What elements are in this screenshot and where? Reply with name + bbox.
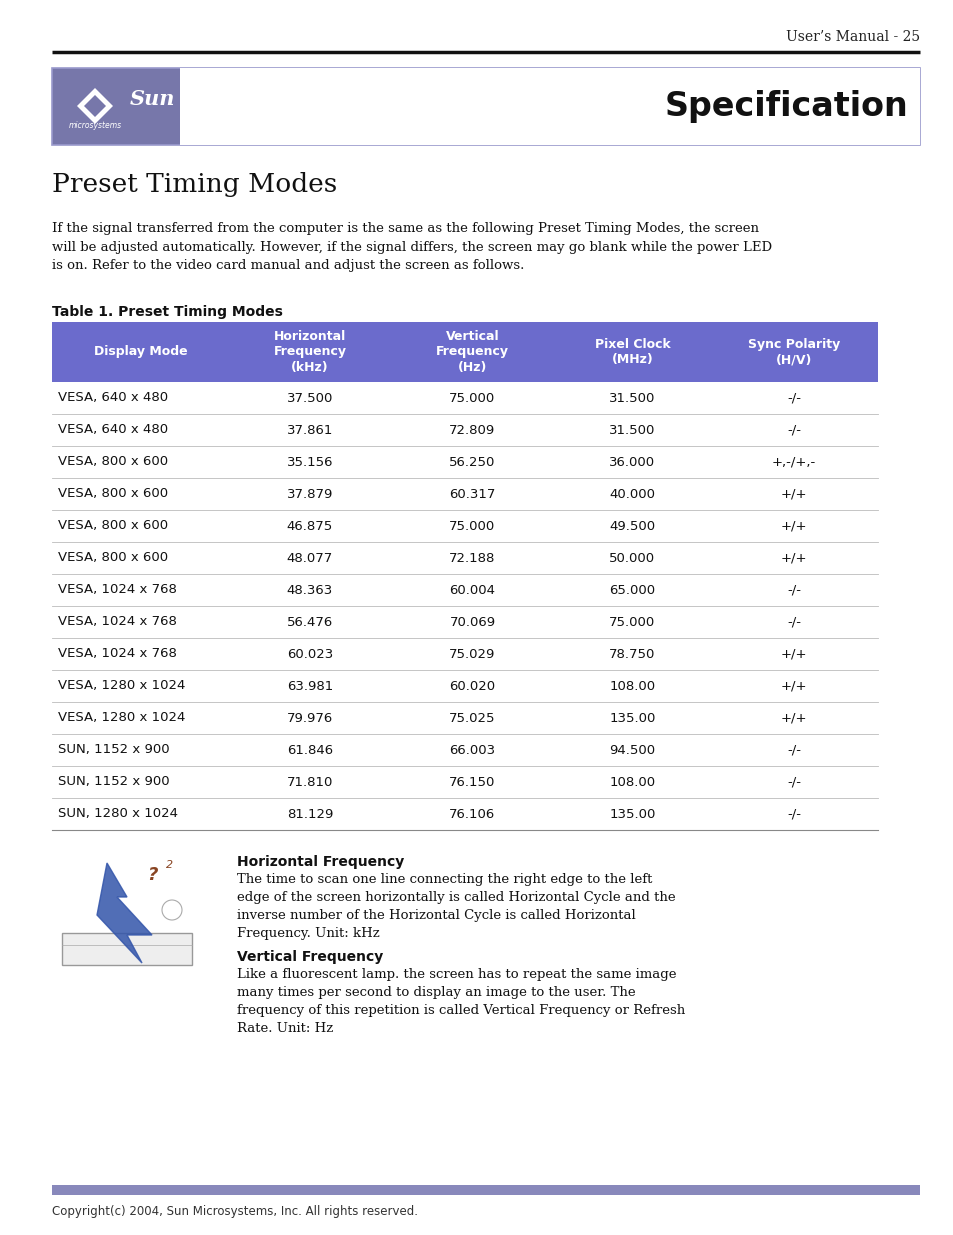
- Text: 72.188: 72.188: [449, 552, 496, 564]
- Text: 75.025: 75.025: [449, 711, 496, 725]
- Text: 60.023: 60.023: [287, 647, 333, 661]
- Text: Table 1. Preset Timing Modes: Table 1. Preset Timing Modes: [52, 305, 283, 319]
- Text: 135.00: 135.00: [609, 711, 655, 725]
- Bar: [52, 68, 180, 144]
- Text: SUN, 1152 x 900: SUN, 1152 x 900: [58, 776, 170, 788]
- Text: 79.976: 79.976: [287, 711, 333, 725]
- Text: Like a fluorescent lamp. the screen has to repeat the same image
many times per : Like a fluorescent lamp. the screen has …: [236, 968, 684, 1035]
- Text: VESA, 640 x 480: VESA, 640 x 480: [58, 391, 168, 405]
- Text: +/+: +/+: [780, 711, 806, 725]
- Text: 35.156: 35.156: [287, 456, 333, 468]
- Text: 81.129: 81.129: [287, 808, 333, 820]
- Text: 75.000: 75.000: [609, 615, 655, 629]
- Text: 61.846: 61.846: [287, 743, 333, 757]
- Text: -/-: -/-: [786, 615, 801, 629]
- Text: VESA, 800 x 600: VESA, 800 x 600: [58, 456, 168, 468]
- Text: -/-: -/-: [786, 743, 801, 757]
- Text: 108.00: 108.00: [609, 679, 655, 693]
- Text: +/+: +/+: [780, 488, 806, 500]
- Text: VESA, 1280 x 1024: VESA, 1280 x 1024: [58, 679, 185, 693]
- Text: +/+: +/+: [780, 647, 806, 661]
- Text: 36.000: 36.000: [609, 456, 655, 468]
- Text: 71.810: 71.810: [287, 776, 333, 788]
- Text: microsystems: microsystems: [69, 121, 121, 131]
- Text: 56.476: 56.476: [287, 615, 333, 629]
- Text: VESA, 1024 x 768: VESA, 1024 x 768: [58, 615, 176, 629]
- Text: Specification: Specification: [663, 90, 907, 124]
- Text: 66.003: 66.003: [449, 743, 495, 757]
- Text: 31.500: 31.500: [609, 424, 655, 436]
- Text: +,-/+,-: +,-/+,-: [771, 456, 815, 468]
- Text: Vertical Frequency: Vertical Frequency: [236, 950, 383, 965]
- Text: The time to scan one line connecting the right edge to the left
edge of the scre: The time to scan one line connecting the…: [236, 873, 675, 940]
- Text: 108.00: 108.00: [609, 776, 655, 788]
- Text: 75.000: 75.000: [449, 520, 496, 532]
- Polygon shape: [77, 88, 112, 124]
- Text: Display Mode: Display Mode: [94, 346, 188, 358]
- Text: 70.069: 70.069: [449, 615, 495, 629]
- Text: Copyright(c) 2004, Sun Microsystems, Inc. All rights reserved.: Copyright(c) 2004, Sun Microsystems, Inc…: [52, 1205, 417, 1218]
- Text: VESA, 800 x 600: VESA, 800 x 600: [58, 520, 168, 532]
- Bar: [180, 68, 919, 144]
- Text: 2: 2: [166, 860, 173, 869]
- Text: 49.500: 49.500: [609, 520, 655, 532]
- Text: 60.004: 60.004: [449, 583, 495, 597]
- Text: 72.809: 72.809: [449, 424, 496, 436]
- Text: VESA, 640 x 480: VESA, 640 x 480: [58, 424, 168, 436]
- Text: 37.861: 37.861: [287, 424, 333, 436]
- Text: VESA, 800 x 600: VESA, 800 x 600: [58, 552, 168, 564]
- Polygon shape: [84, 95, 106, 117]
- Text: -/-: -/-: [786, 808, 801, 820]
- Text: 65.000: 65.000: [609, 583, 655, 597]
- Text: 60.317: 60.317: [449, 488, 496, 500]
- Text: 63.981: 63.981: [287, 679, 333, 693]
- Text: Sun: Sun: [130, 89, 175, 109]
- Text: 76.150: 76.150: [449, 776, 496, 788]
- Text: VESA, 1280 x 1024: VESA, 1280 x 1024: [58, 711, 185, 725]
- Text: 78.750: 78.750: [609, 647, 655, 661]
- Text: ?: ?: [147, 866, 157, 884]
- Bar: [52, 1186, 919, 1195]
- Text: Vertical
Frequency
(Hz): Vertical Frequency (Hz): [436, 330, 509, 374]
- Text: -/-: -/-: [786, 583, 801, 597]
- Text: 94.500: 94.500: [609, 743, 655, 757]
- Text: -/-: -/-: [786, 424, 801, 436]
- Text: 56.250: 56.250: [449, 456, 496, 468]
- Text: 75.000: 75.000: [449, 391, 496, 405]
- Text: VESA, 1024 x 768: VESA, 1024 x 768: [58, 647, 176, 661]
- Text: VESA, 800 x 600: VESA, 800 x 600: [58, 488, 168, 500]
- Text: +/+: +/+: [780, 679, 806, 693]
- Text: Sync Polarity
(H/V): Sync Polarity (H/V): [747, 337, 840, 367]
- Bar: [52, 68, 919, 144]
- Text: SUN, 1152 x 900: SUN, 1152 x 900: [58, 743, 170, 757]
- Polygon shape: [97, 863, 152, 963]
- Bar: [52, 322, 877, 382]
- Text: 60.020: 60.020: [449, 679, 495, 693]
- Text: Preset Timing Modes: Preset Timing Modes: [52, 172, 337, 198]
- Text: SUN, 1280 x 1024: SUN, 1280 x 1024: [58, 808, 178, 820]
- Text: 48.363: 48.363: [287, 583, 333, 597]
- Text: 46.875: 46.875: [287, 520, 333, 532]
- Text: Pixel Clock
(MHz): Pixel Clock (MHz): [594, 337, 670, 367]
- Text: -/-: -/-: [786, 776, 801, 788]
- Text: VESA, 1024 x 768: VESA, 1024 x 768: [58, 583, 176, 597]
- Text: User’s Manual - 25: User’s Manual - 25: [785, 30, 919, 44]
- Text: 75.029: 75.029: [449, 647, 496, 661]
- Text: +/+: +/+: [780, 520, 806, 532]
- Text: 50.000: 50.000: [609, 552, 655, 564]
- Text: 37.879: 37.879: [287, 488, 333, 500]
- Bar: [62, 932, 192, 965]
- Text: If the signal transferred from the computer is the same as the following Preset : If the signal transferred from the compu…: [52, 222, 771, 272]
- Text: +/+: +/+: [780, 552, 806, 564]
- Text: 135.00: 135.00: [609, 808, 655, 820]
- Text: 40.000: 40.000: [609, 488, 655, 500]
- Text: -/-: -/-: [786, 391, 801, 405]
- Text: 31.500: 31.500: [609, 391, 655, 405]
- Text: 76.106: 76.106: [449, 808, 496, 820]
- Text: Horizontal Frequency: Horizontal Frequency: [236, 855, 404, 869]
- Text: 48.077: 48.077: [287, 552, 333, 564]
- Text: Horizontal
Frequency
(kHz): Horizontal Frequency (kHz): [274, 330, 346, 374]
- Text: 37.500: 37.500: [287, 391, 333, 405]
